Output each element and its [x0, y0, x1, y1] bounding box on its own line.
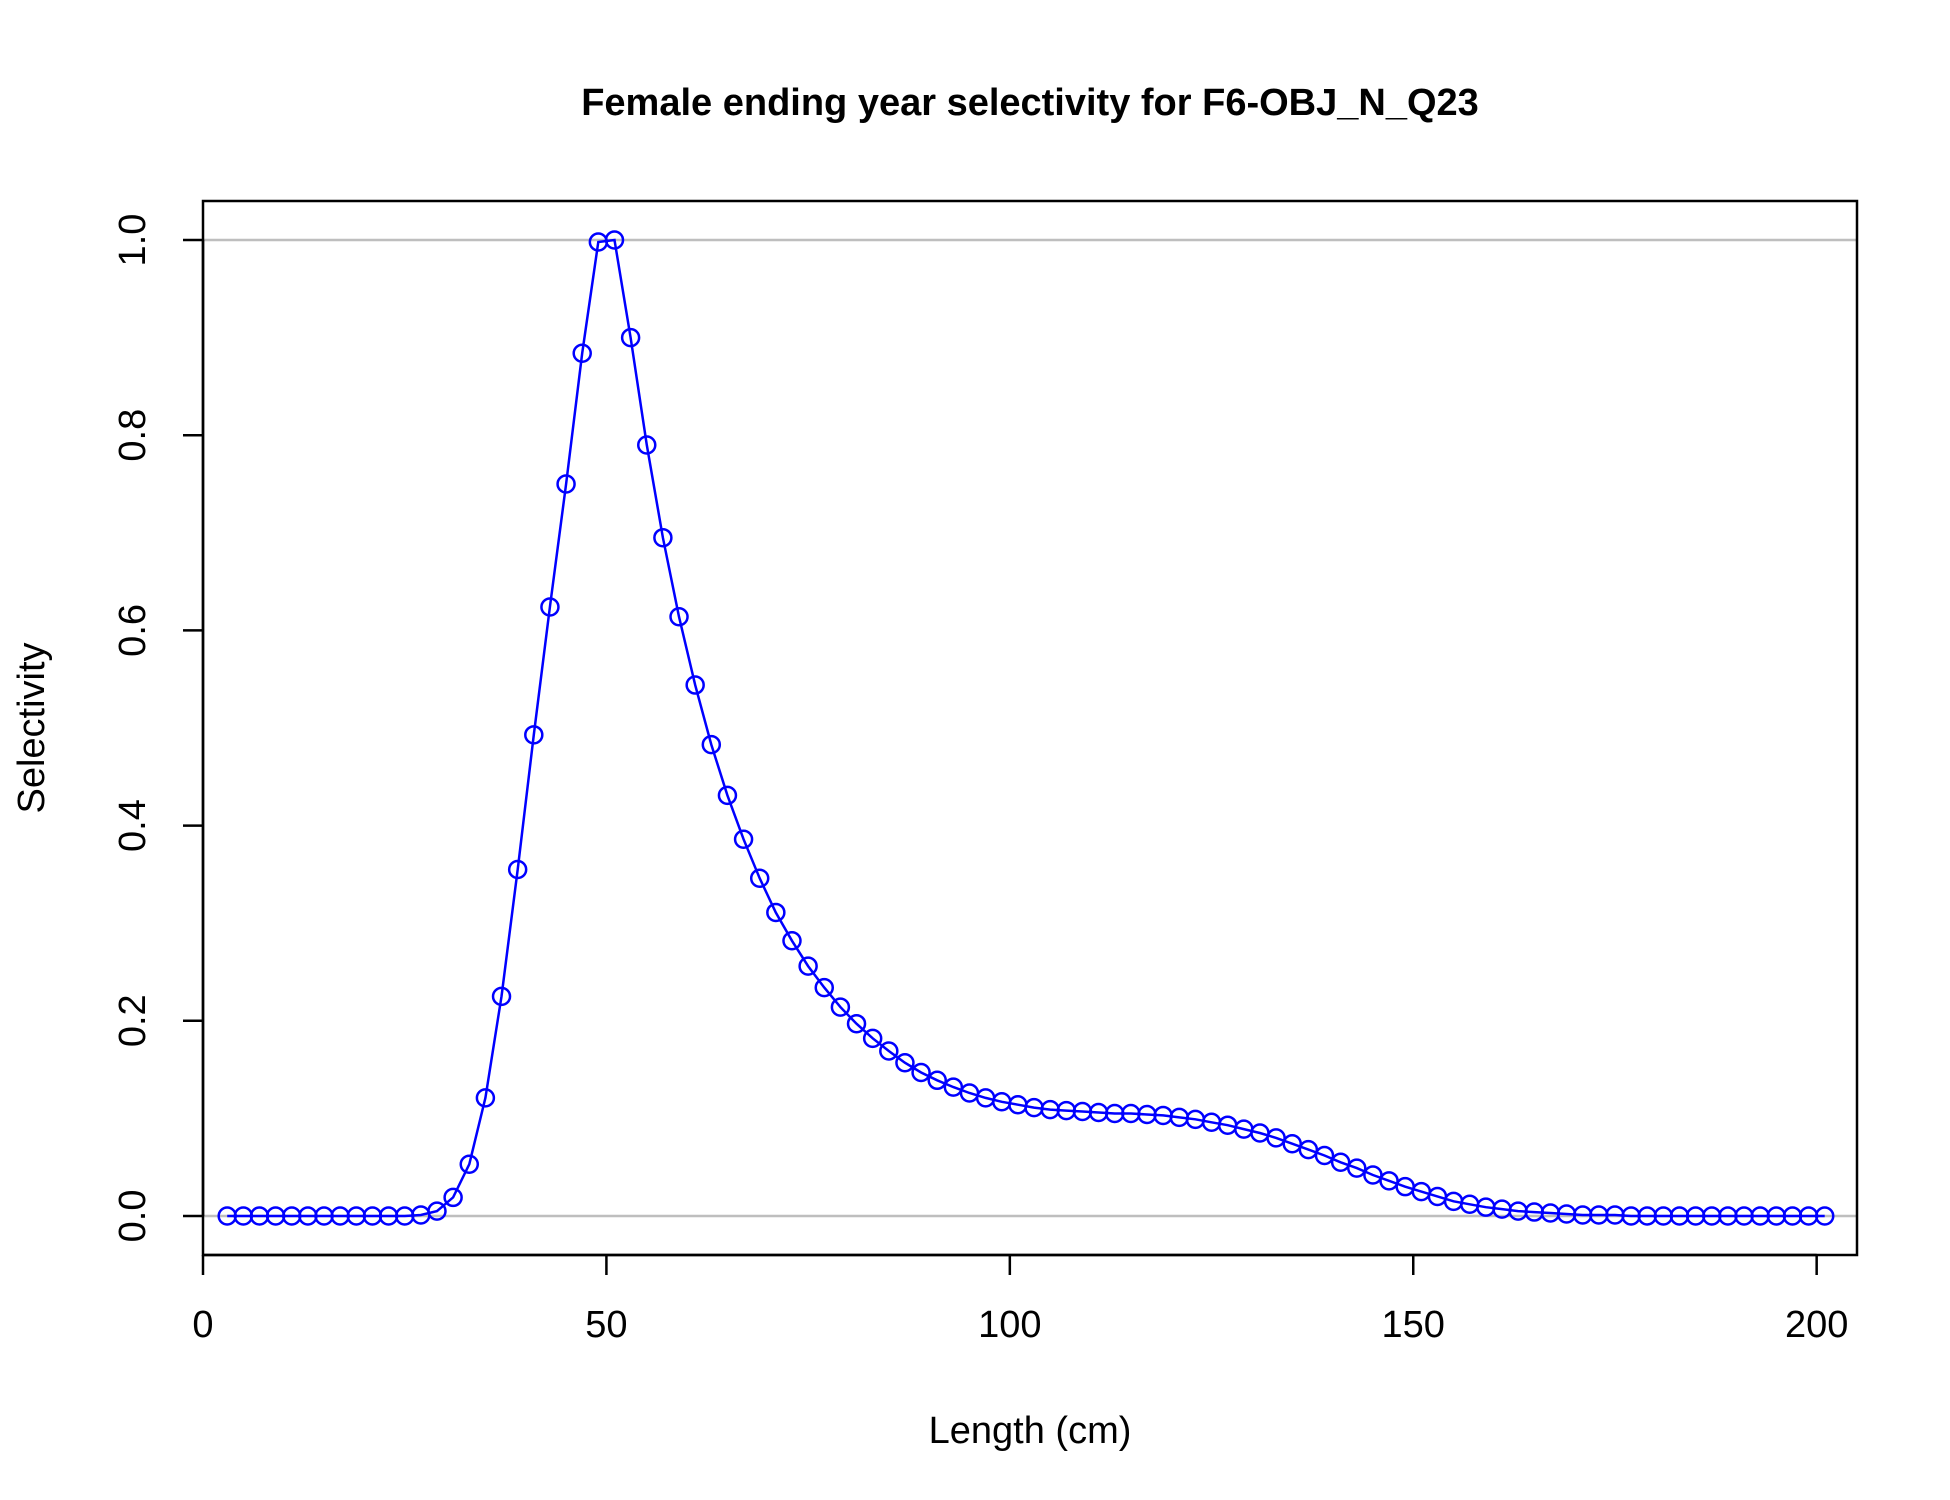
- data-point: [475, 1088, 496, 1108]
- y-tick-label: 0.0: [112, 1190, 154, 1243]
- x-tick-label: 150: [1382, 1304, 1445, 1346]
- data-point: [766, 902, 786, 923]
- data-point: [604, 230, 625, 250]
- series-layer: [217, 230, 1835, 1226]
- y-tick-label: 0.6: [112, 604, 154, 657]
- data-point: [620, 327, 641, 348]
- y-axis-label: Selectivity: [11, 642, 53, 813]
- data-point: [782, 931, 802, 951]
- data-point: [1347, 1158, 1367, 1178]
- chart-title: Female ending year selectivity for F6-OB…: [581, 82, 1479, 124]
- y-tick-label: 0.2: [112, 994, 154, 1047]
- x-axis-label: Length (cm): [929, 1410, 1132, 1452]
- data-point: [637, 435, 657, 455]
- x-tick-label: 200: [1785, 1304, 1848, 1346]
- data-point: [749, 868, 770, 889]
- data-point: [572, 343, 592, 363]
- x-tick-label: 50: [585, 1304, 627, 1346]
- reference-lines: [203, 238, 1857, 1218]
- data-point: [1314, 1145, 1335, 1166]
- data-point: [733, 829, 754, 850]
- data-point: [1814, 1206, 1835, 1226]
- data-point: [556, 474, 576, 494]
- x-axis: 0 50 100 150 200: [192, 1253, 1848, 1346]
- y-axis: 0.0 0.2 0.4 0.6 0.8 1.0: [112, 214, 205, 1243]
- data-point: [814, 977, 835, 998]
- data-point: [717, 785, 738, 806]
- y-tick-label: 0.8: [112, 409, 154, 462]
- y-tick-label: 1.0: [112, 214, 154, 267]
- data-point: [669, 606, 689, 627]
- x-tick-label: 0: [192, 1304, 213, 1346]
- plot-frame: [201, 199, 1859, 1257]
- data-point: [879, 1041, 899, 1061]
- data-point: [798, 956, 818, 976]
- data-point: [524, 725, 544, 745]
- data-point: [491, 986, 512, 1007]
- data-point: [427, 1201, 447, 1221]
- series-line: [227, 238, 1825, 1218]
- data-point: [459, 1154, 480, 1174]
- data-point: [443, 1187, 463, 1208]
- data-point: [895, 1052, 915, 1073]
- data-point: [911, 1062, 931, 1083]
- data-point: [685, 675, 705, 695]
- data-point: [507, 859, 528, 880]
- data-point: [701, 734, 722, 755]
- data-point: [830, 997, 851, 1017]
- data-point: [653, 527, 673, 548]
- data-point: [927, 1070, 947, 1091]
- data-point: [540, 597, 560, 617]
- data-point: [846, 1013, 867, 1034]
- data-point: [862, 1028, 883, 1049]
- x-tick-label: 100: [978, 1304, 1041, 1346]
- y-tick-label: 0.4: [112, 799, 154, 852]
